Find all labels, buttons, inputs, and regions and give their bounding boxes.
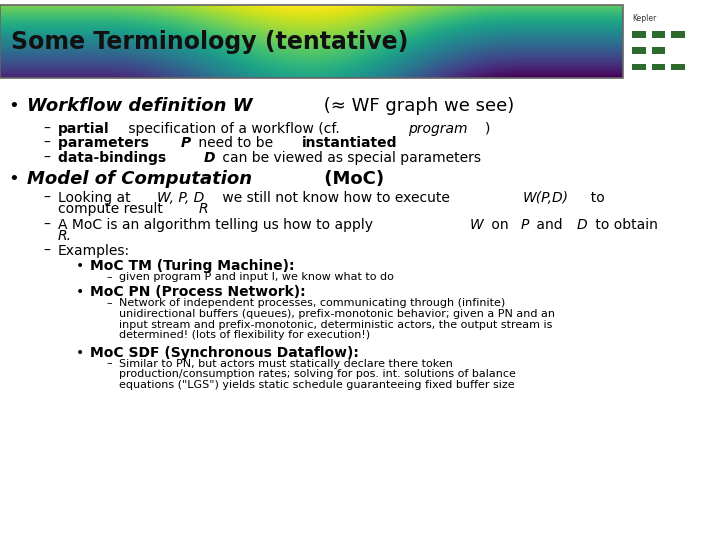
Text: •: • (9, 170, 19, 188)
Text: input stream and prefix-monotonic, deterministic actors, the output stream is: input stream and prefix-monotonic, deter… (119, 320, 552, 330)
Text: parameters: parameters (58, 136, 153, 150)
Bar (652, 31, 665, 38)
Bar (632, 31, 646, 38)
Text: to obtain: to obtain (590, 218, 657, 232)
Text: –: – (43, 136, 50, 150)
Text: A MoC is an algorithm telling us how to apply: A MoC is an algorithm telling us how to … (58, 218, 377, 232)
Text: Some Terminology (tentative): Some Terminology (tentative) (11, 30, 408, 54)
Bar (0, 5, 623, 78)
Text: –: – (43, 244, 50, 258)
Text: compute result: compute result (58, 202, 167, 216)
Text: –: – (43, 218, 50, 232)
Text: equations ("LGS") yields static schedule guaranteeing fixed buffer size: equations ("LGS") yields static schedule… (119, 380, 514, 390)
Bar (671, 64, 685, 70)
Text: Network of independent processes, communicating through (infinite): Network of independent processes, commun… (119, 298, 505, 308)
Text: production/consumption rates; solving for pos. int. solutions of balance: production/consumption rates; solving fo… (119, 369, 516, 380)
Text: MoC SDF (Synchronous Dataflow):: MoC SDF (Synchronous Dataflow): (90, 346, 359, 360)
Bar (671, 31, 685, 38)
Text: can be viewed as special parameters: can be viewed as special parameters (218, 151, 481, 165)
Text: MoC PN (Process Network):: MoC PN (Process Network): (90, 285, 305, 299)
Text: ): ) (485, 122, 490, 136)
Text: data-bindings: data-bindings (58, 151, 171, 165)
Text: Similar to PN, but actors must statically declare there token: Similar to PN, but actors must staticall… (119, 359, 453, 369)
Text: (MoC): (MoC) (318, 170, 384, 188)
Text: –: – (43, 151, 50, 165)
Text: Kepler: Kepler (632, 14, 657, 23)
Text: P: P (181, 136, 192, 150)
Text: •: • (76, 346, 84, 360)
Text: R.: R. (58, 229, 71, 243)
Text: D: D (204, 151, 215, 165)
Text: •: • (76, 285, 84, 299)
Text: unidirectional buffers (queues), prefix-monotonic behavior; given a PN and an: unidirectional buffers (queues), prefix-… (119, 309, 555, 319)
Text: Looking at: Looking at (58, 191, 135, 205)
Bar (652, 48, 665, 54)
Text: Workflow definition W: Workflow definition W (27, 97, 253, 115)
Text: W, P, D: W, P, D (157, 191, 204, 205)
Text: instantiated: instantiated (302, 136, 397, 150)
Text: –: – (107, 272, 112, 282)
Bar (652, 64, 665, 70)
Text: program: program (408, 122, 468, 136)
Text: MoC TM (Turing Machine):: MoC TM (Turing Machine): (90, 259, 294, 273)
Text: to: to (582, 191, 605, 205)
Text: (≈ WF graph we see): (≈ WF graph we see) (318, 97, 515, 115)
Text: •: • (76, 259, 84, 273)
Text: –: – (43, 122, 50, 136)
Text: Model of Computation: Model of Computation (27, 170, 253, 188)
Text: and: and (532, 218, 567, 232)
Bar (632, 48, 646, 54)
Text: determined! (lots of flexibility for execution!): determined! (lots of flexibility for exe… (119, 330, 370, 341)
Text: given program P and input I, we know what to do: given program P and input I, we know wha… (119, 272, 394, 282)
Text: on: on (487, 218, 513, 232)
Text: R: R (199, 202, 208, 216)
Text: P: P (521, 218, 529, 232)
Text: W: W (469, 218, 483, 232)
Text: •: • (9, 97, 19, 115)
Text: partial: partial (58, 122, 109, 136)
Text: we still not know how to execute: we still not know how to execute (218, 191, 454, 205)
Text: Examples:: Examples: (58, 244, 130, 258)
Bar (632, 64, 646, 70)
Text: –: – (107, 359, 112, 369)
Text: W(P,D): W(P,D) (523, 191, 569, 205)
Text: –: – (107, 298, 112, 308)
Text: –: – (43, 191, 50, 205)
Text: need to be: need to be (194, 136, 278, 150)
Text: D: D (577, 218, 588, 232)
Text: specification of a workflow (cf.: specification of a workflow (cf. (125, 122, 344, 136)
